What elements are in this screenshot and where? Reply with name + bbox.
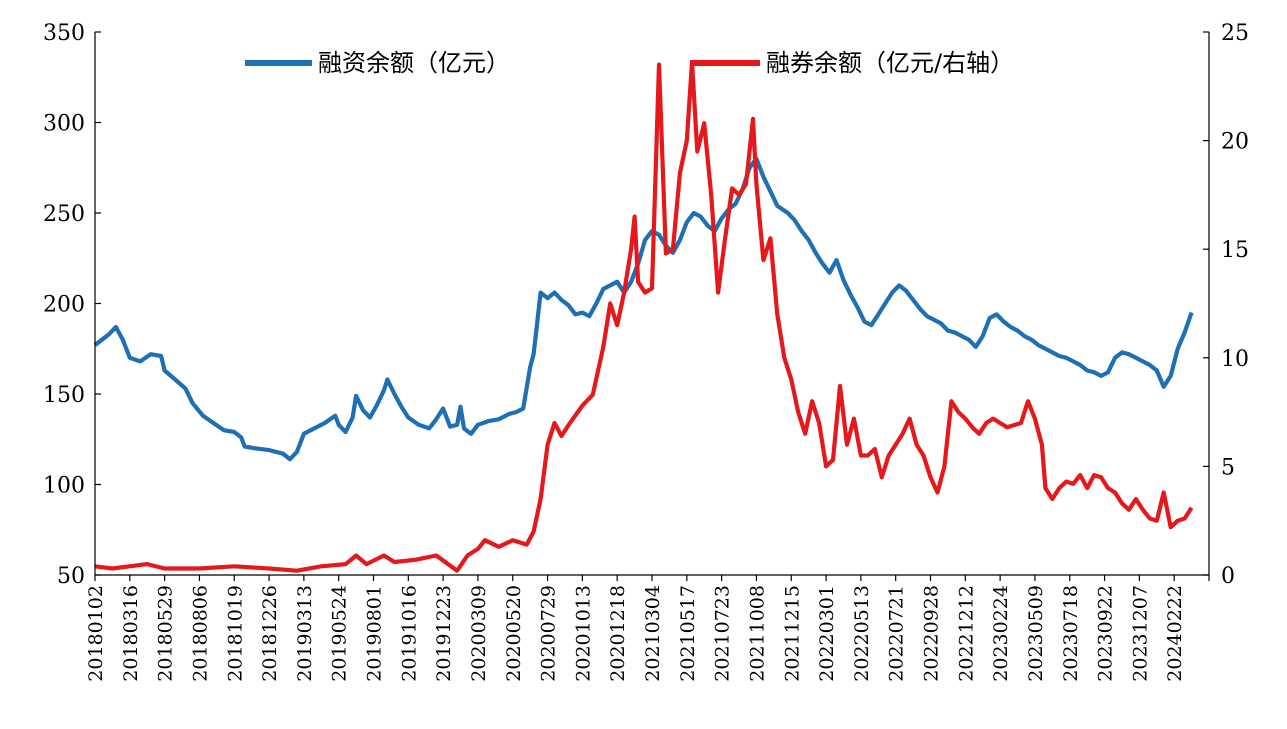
left-y-ticks: 50 100 150 200 250 300 350 — [43, 21, 101, 589]
x-tick-label: 20190524 — [329, 585, 351, 682]
legend-label-financing-balance: 融资余额（亿元） — [318, 49, 510, 77]
x-tick-label: 20220301 — [816, 585, 838, 682]
x-tick-label: 20181019 — [224, 585, 246, 682]
x-tick-label: 20210723 — [712, 585, 734, 682]
x-tick-label: 20201218 — [607, 585, 629, 682]
left-y-tick-label: 100 — [43, 474, 85, 499]
x-tick-label: 20181226 — [259, 585, 281, 682]
x-tick-label: 20200520 — [503, 585, 525, 682]
x-tick-label: 20230509 — [1025, 585, 1047, 682]
x-tick-label: 20220928 — [921, 585, 943, 682]
x-tick-label: 20211215 — [781, 585, 803, 682]
right-y-tick-label: 25 — [1221, 21, 1249, 46]
right-y-ticks: 0 5 10 15 20 25 — [1203, 21, 1249, 589]
left-y-tick-label: 300 — [43, 112, 85, 137]
x-tick-label: 20210517 — [677, 585, 699, 682]
legend-label-securities-lending-balance: 融券余额（亿元/右轴） — [766, 49, 1014, 77]
left-y-tick-label: 50 — [57, 564, 85, 589]
series-line-financing-balance — [93, 156, 1194, 462]
series-line-securities-lending-balance — [94, 60, 1194, 573]
x-tick-label: 20211008 — [746, 585, 768, 682]
x-tick-label: 20200309 — [468, 585, 490, 682]
x-tick-label: 20220513 — [851, 585, 873, 682]
x-tick-label: 20240222 — [1164, 585, 1186, 682]
plot-area — [93, 60, 1194, 573]
x-tick-label: 20190313 — [294, 585, 316, 682]
x-tick-label: 20200729 — [538, 585, 560, 682]
x-ticks: 20180102 20180316 20180529 20180806 20181019… — [85, 575, 1210, 682]
right-y-tick-label: 20 — [1221, 130, 1249, 155]
x-tick-label: 20180316 — [120, 585, 142, 682]
x-tick-label: 20180529 — [155, 585, 177, 682]
left-y-tick-label: 250 — [43, 202, 85, 227]
right-y-tick-label: 5 — [1221, 455, 1235, 480]
left-y-tick-label: 150 — [43, 383, 85, 408]
left-y-tick-label: 200 — [43, 293, 85, 318]
legend: 融资余额（亿元） 融券余额（亿元/右轴） — [245, 49, 1014, 77]
x-tick-label: 20201013 — [572, 585, 594, 682]
x-tick-label: 20210304 — [642, 585, 664, 682]
x-tick-label: 20191223 — [433, 585, 455, 682]
x-tick-label: 20220721 — [886, 585, 908, 682]
x-tick-label: 20230922 — [1095, 585, 1117, 682]
left-y-tick-label: 350 — [43, 21, 85, 46]
x-tick-label: 20180806 — [189, 585, 211, 682]
x-tick-label: 20230718 — [1060, 585, 1082, 682]
x-tick-label: 20191016 — [398, 585, 420, 682]
x-tick-label: 20221212 — [955, 585, 977, 682]
x-tick-label: 20180102 — [85, 585, 107, 682]
right-y-tick-label: 10 — [1221, 347, 1249, 372]
x-tick-label: 20231207 — [1129, 585, 1151, 682]
right-y-tick-label: 15 — [1221, 238, 1249, 263]
right-y-tick-label: 0 — [1221, 564, 1235, 589]
x-tick-label: 20190801 — [364, 585, 386, 682]
x-tick-label: 20230224 — [990, 585, 1012, 682]
